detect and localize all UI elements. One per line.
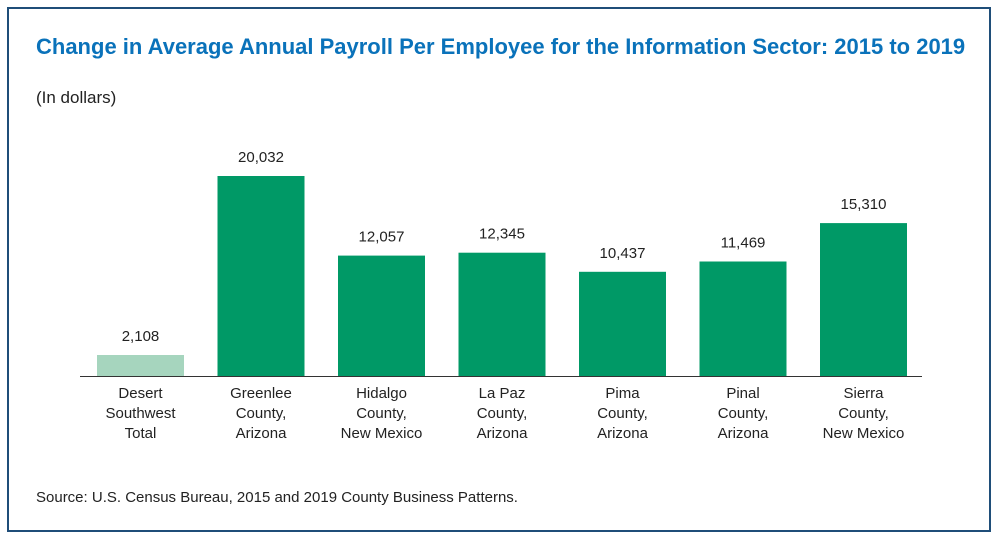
chart-subtitle: (In dollars)	[36, 88, 117, 107]
source-note: Source: U.S. Census Bureau, 2015 and 201…	[36, 489, 518, 506]
value-label-6: 15,310	[841, 196, 887, 213]
bar-5	[699, 261, 787, 376]
value-label-3: 12,345	[479, 226, 525, 243]
category-label-3: La Paz County, Arizona	[477, 385, 529, 442]
bar-2	[338, 255, 425, 376]
bar-0	[97, 355, 184, 376]
bar-1	[217, 176, 305, 376]
value-label-4: 10,437	[600, 245, 646, 262]
category-label-1: Greenlee County, Arizona	[230, 385, 292, 442]
category-label-0: Desert Southwest Total	[105, 385, 176, 442]
value-label-5: 11,469	[721, 235, 766, 252]
value-label-2: 12,057	[359, 229, 405, 246]
bar-3	[458, 252, 546, 376]
category-label-5: Pinal County, Arizona	[718, 385, 770, 442]
chart-title: Change in Average Annual Payroll Per Emp…	[36, 34, 966, 59]
category-label-6: Sierra County, New Mexico	[823, 385, 905, 442]
category-label-4: Pima County, Arizona	[597, 385, 649, 442]
bar-4	[579, 271, 666, 376]
category-label-2: Hidalgo County, New Mexico	[341, 385, 423, 442]
chart-frame	[7, 7, 991, 532]
bar-6	[820, 223, 907, 376]
value-label-1: 20,032	[238, 149, 284, 166]
value-label-0: 2,108	[122, 328, 160, 345]
